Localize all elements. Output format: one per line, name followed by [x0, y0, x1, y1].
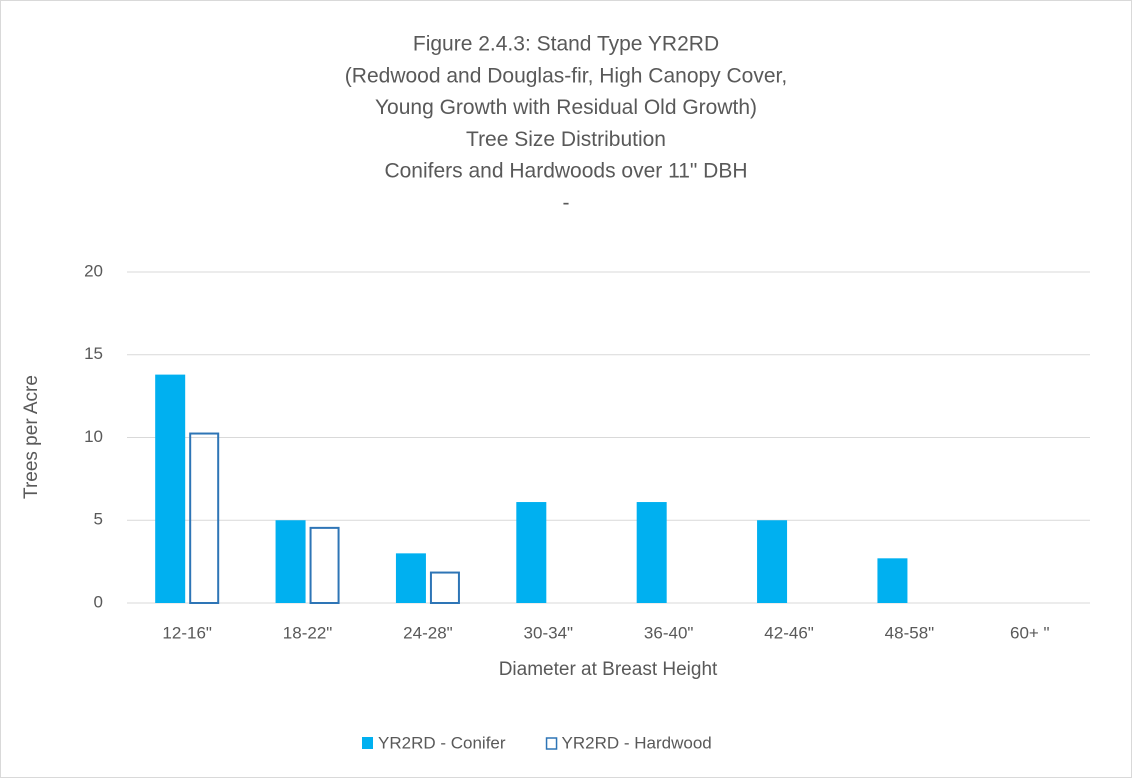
bar [309, 526, 340, 604]
chart-title: Figure 2.4.3: Stand Type YR2RD [413, 33, 719, 56]
bar [155, 374, 186, 603]
y-tick-label: 5 [94, 510, 103, 529]
chart-title: (Redwood and Douglas-fir, High Canopy Co… [345, 64, 787, 87]
x-tick-label: 30-34" [524, 623, 574, 642]
x-tick-label: 24-28" [403, 623, 453, 642]
bar [516, 502, 547, 603]
bar [395, 553, 426, 603]
legend-label: YR2RD - Conifer [378, 733, 506, 752]
y-tick-label: 10 [84, 427, 103, 446]
x-tick-label: 42-46" [764, 623, 814, 642]
chart-title: Conifers and Hardwoods over 11" DBH [384, 160, 747, 183]
bar [429, 571, 460, 604]
x-axis-label: Diameter at Breast Height [499, 659, 718, 680]
y-tick-label: 20 [84, 261, 103, 280]
x-tick-label: 48-58" [885, 623, 935, 642]
chart-title: Young Growth with Residual Old Growth) [375, 96, 757, 119]
y-tick-label: 15 [84, 344, 103, 363]
x-tick-label: 12-16" [162, 623, 212, 642]
bar [275, 520, 306, 603]
bar [189, 432, 220, 604]
legend-label: YR2RD - Hardwood [562, 733, 712, 752]
x-tick-label: 36-40" [644, 623, 694, 642]
x-tick-label: 60+ " [1010, 623, 1050, 642]
bar [636, 502, 667, 603]
y-axis-label: Trees per Acre [21, 375, 42, 499]
legend-swatch [362, 737, 373, 749]
x-tick-label: 18-22" [283, 623, 333, 642]
bar [757, 520, 788, 603]
y-tick-label: 0 [94, 592, 103, 611]
chart-title: - [563, 192, 570, 215]
legend-swatch [545, 737, 558, 750]
bar [877, 558, 908, 603]
chart-title: Tree Size Distribution [466, 128, 666, 151]
